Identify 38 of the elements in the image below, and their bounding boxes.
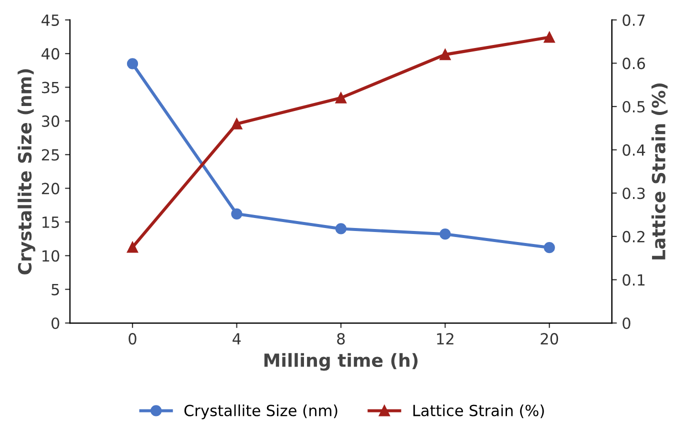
point bbox=[335, 92, 346, 104]
y-tick-label: 5 bbox=[52, 284, 59, 296]
y2-tick-label: 0.4 bbox=[622, 144, 646, 156]
point bbox=[440, 228, 451, 240]
legend-label: Crystallite Size (nm) bbox=[184, 404, 338, 420]
y-tick-label: 25 bbox=[42, 149, 59, 161]
y2-tick-label: 0.6 bbox=[622, 58, 645, 70]
y2-tick-label: 0 bbox=[622, 317, 630, 330]
point bbox=[126, 242, 138, 253]
point bbox=[544, 32, 555, 43]
y2-tick-label: 0.3 bbox=[622, 188, 645, 200]
y2-axis-title: Lattice Strain (%) bbox=[651, 84, 668, 260]
x-tick-label: 12 bbox=[437, 333, 454, 344]
y-tick-label: 15 bbox=[42, 216, 59, 228]
legend-label: Lattice Strain (%) bbox=[413, 404, 544, 418]
x-tick-label: 0 bbox=[128, 333, 136, 345]
point bbox=[231, 208, 242, 220]
y2-tick-label: 0.7 bbox=[622, 14, 645, 26]
y-tick-label: 10 bbox=[42, 250, 60, 262]
point bbox=[440, 49, 451, 60]
y-axis-title: Crystallite Size (nm) bbox=[18, 69, 36, 274]
point bbox=[335, 223, 346, 234]
x-axis-title: Milling time (h) bbox=[264, 353, 418, 371]
y-tick-label: 0 bbox=[52, 317, 60, 330]
x-tick-label: 8 bbox=[337, 333, 345, 345]
x-tick-label: 20 bbox=[540, 333, 558, 345]
y2-tick-label: 0.5 bbox=[622, 100, 645, 113]
y-tick-label: 30 bbox=[42, 115, 60, 127]
point bbox=[231, 118, 242, 130]
y-tick-label: 45 bbox=[42, 14, 59, 26]
y-tick-label: 20 bbox=[42, 182, 60, 194]
y-tick-label: 35 bbox=[42, 82, 59, 94]
x-tick-label: 4 bbox=[232, 333, 241, 344]
y-tick-label: 40 bbox=[42, 48, 60, 60]
y2-tick-label: 0.1 bbox=[622, 274, 645, 286]
point bbox=[544, 242, 555, 254]
point bbox=[126, 58, 138, 70]
y2-tick-label: 0.2 bbox=[622, 230, 644, 242]
